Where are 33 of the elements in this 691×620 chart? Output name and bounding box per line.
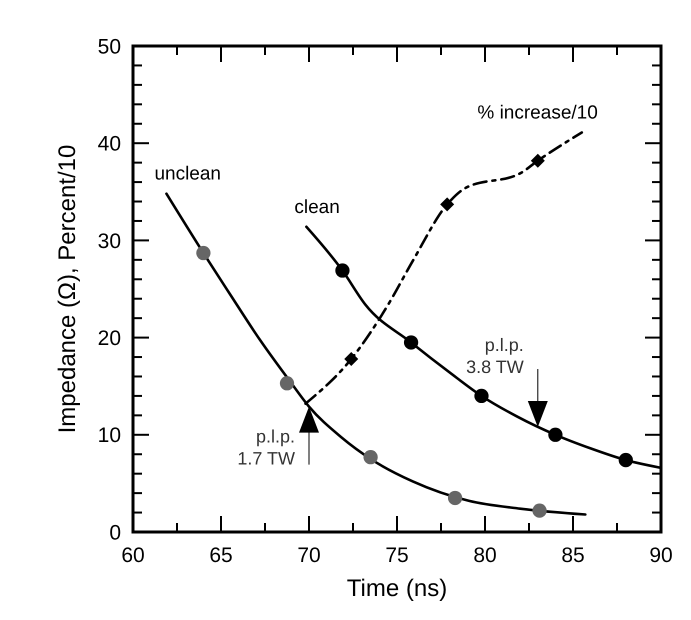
point (404, 335, 418, 350)
point (532, 503, 547, 518)
x-tick-label: 75 (385, 544, 409, 567)
series-label: % increase/10 (477, 102, 598, 124)
x-tick-label: 80 (473, 544, 497, 567)
annotation: p.l.p. 1.7 TW (237, 426, 296, 469)
point (474, 388, 489, 404)
y-tick-label: 0 (109, 521, 121, 544)
y-tick-label: 40 (98, 132, 121, 156)
point (196, 246, 211, 260)
x-axis-title: Time (ns) (346, 575, 448, 602)
point (448, 490, 462, 506)
legend-label: unclean (154, 164, 222, 185)
x-tick-label: 65 (209, 544, 233, 567)
x-tick-label: 90 (649, 544, 673, 567)
series-label: clean (294, 196, 340, 218)
point (344, 352, 358, 366)
point (440, 197, 454, 212)
y-tick-label: 50 (98, 35, 121, 58)
point (335, 263, 350, 278)
y-tick-label: 30 (98, 230, 121, 253)
point (618, 452, 633, 468)
point (530, 154, 545, 168)
x-tick-label: 70 (297, 544, 321, 567)
x-tick-label: 85 (561, 544, 585, 567)
point (548, 428, 563, 442)
y-axis-title: Impedance (Ω), Percent/10 (54, 144, 81, 434)
y-tick-label: 20 (98, 326, 121, 350)
x-tick-label: 60 (121, 544, 145, 567)
point (363, 450, 378, 464)
annotation: p.l.p. 3.8 TW (466, 335, 524, 378)
point (280, 376, 294, 390)
y-tick-label: 10 (98, 424, 121, 448)
